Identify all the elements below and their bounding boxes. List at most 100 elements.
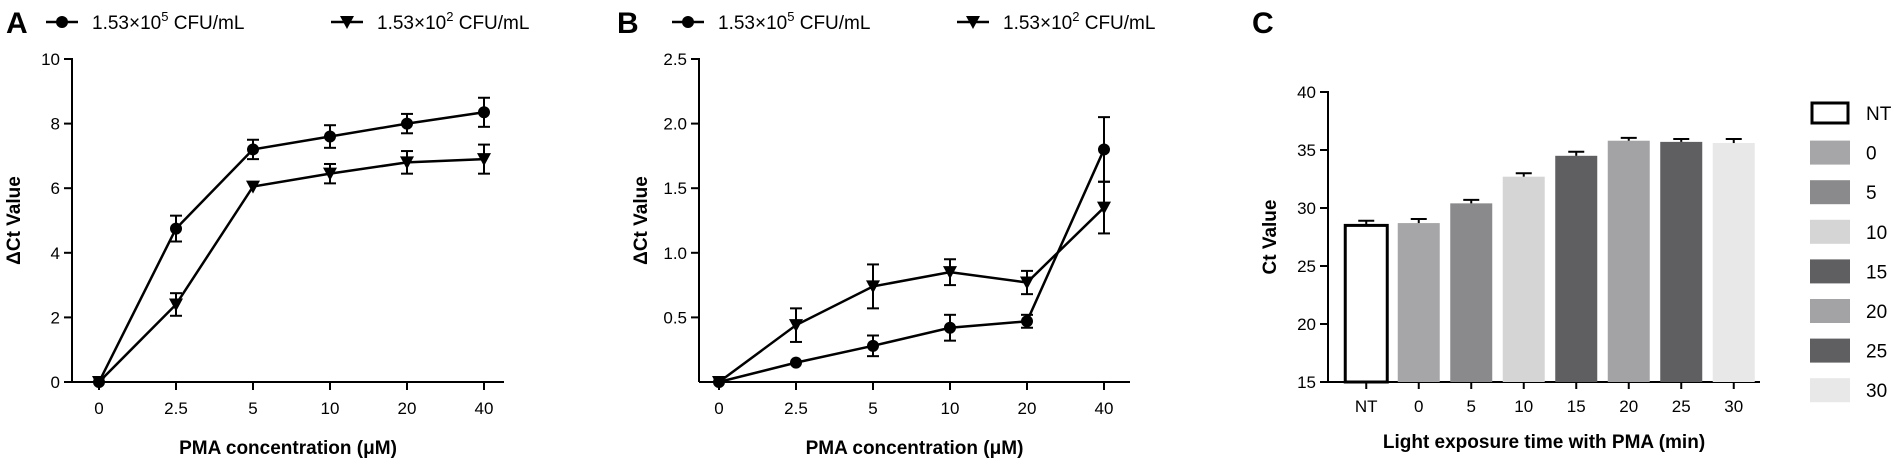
data-point-1-2 (246, 180, 260, 194)
data-point-1-0 (712, 376, 726, 389)
legend-label-0: 1.53×105 CFU/mL (718, 9, 870, 34)
y-tick-label-1: 2 (51, 308, 60, 327)
line-chart-panel-a: 0 2 4 6 8 10 0 2.5 5 10 20 40 PMA concentration (μM)… (4, 9, 529, 459)
data-point-0-1 (170, 222, 182, 235)
x-tick-label-7: 30 (1724, 397, 1743, 416)
bar-15 (1555, 155, 1598, 382)
bar-5 (1450, 203, 1493, 382)
x-axis-title: Light exposure time with PMA (min) (1383, 432, 1705, 453)
legend-marker-0 (56, 16, 68, 28)
y-tick-label-5: 40 (1297, 83, 1316, 102)
legend-label-0: 0 (1866, 144, 1877, 165)
x-tick-label-3: 10 (941, 399, 960, 418)
y-tick-label-4: 2.5 (663, 50, 687, 69)
x-tick-label-5: 40 (475, 399, 494, 418)
bar-10 (1502, 176, 1545, 382)
series-line-1 (718, 206, 1105, 384)
x-tick-label-0: 0 (94, 399, 103, 418)
legend-label-20: 20 (1866, 302, 1887, 323)
x-tick-label-4: 15 (1567, 397, 1586, 416)
data-point-1-1 (789, 319, 803, 333)
data-point-0-2 (867, 339, 879, 352)
data-point-1-0 (92, 376, 106, 389)
x-tick-label-2: 5 (1467, 397, 1476, 416)
y-tick-label-0: 0 (51, 373, 60, 392)
legend-label-25: 25 (1866, 342, 1887, 363)
data-point-1-5 (1097, 201, 1111, 215)
panel-letter-b: B (617, 7, 639, 40)
x-tick-label-1: 2.5 (164, 399, 188, 418)
y-tick-label-2: 4 (51, 244, 60, 263)
y-axis-title: ΔCt Value (4, 176, 25, 265)
y-tick-label-0: 15 (1297, 373, 1316, 392)
data-point-1-5 (477, 153, 491, 167)
legend-label-0: 1.53×105 CFU/mL (92, 9, 244, 34)
legend-marker-1 (340, 16, 354, 29)
legend-swatch-0 (1810, 140, 1850, 165)
data-point-0-1 (790, 356, 802, 369)
legend-swatch-30 (1810, 378, 1850, 403)
data-point-0-2 (247, 143, 259, 156)
legend-label-5: 5 (1866, 183, 1877, 204)
x-axis-title: PMA concentration (μM) (179, 438, 397, 459)
data-point-1-3 (943, 266, 957, 280)
panel-letter-c: C (1252, 7, 1274, 40)
data-point-1-1 (169, 298, 183, 312)
bar-0 (1397, 223, 1440, 382)
y-tick-label-1: 1.0 (663, 244, 687, 263)
legend-label-NT: NT (1866, 104, 1892, 125)
x-tick-label-5: 40 (1095, 399, 1114, 418)
legend-swatch-20 (1810, 299, 1850, 323)
y-tick-label-3: 2.0 (663, 115, 687, 134)
bar-25 (1660, 141, 1703, 382)
bar-chart-panel-c: 15 20 25 30 35 40 NT 0 5 10 15 20 25 30 Light exposure… (1260, 83, 1892, 453)
data-point-0-3 (944, 321, 956, 334)
y-tick-label-4: 8 (51, 115, 60, 134)
bar-20 (1607, 140, 1650, 382)
x-tick-label-3: 10 (321, 399, 340, 418)
y-tick-label-5: 10 (41, 50, 60, 69)
y-axis-title: Ct Value (1260, 200, 1281, 275)
x-tick-label-3: 10 (1514, 397, 1533, 416)
series-line-0 (97, 111, 485, 383)
legend-label-1: 1.53×102 CFU/mL (377, 9, 529, 34)
series-line-0 (718, 148, 1106, 384)
data-point-0-5 (1098, 143, 1110, 156)
x-tick-label-0: 0 (714, 399, 723, 418)
data-point-0-4 (1021, 315, 1033, 328)
y-tick-label-1: 20 (1297, 315, 1316, 334)
y-tick-label-0: 0.5 (663, 308, 687, 327)
data-point-1-2 (866, 280, 880, 294)
x-tick-label-2: 5 (248, 399, 257, 418)
data-point-0-5 (478, 106, 490, 119)
legend-marker-1 (966, 16, 980, 29)
legend-label-15: 15 (1866, 262, 1887, 283)
legend-label-10: 10 (1866, 223, 1887, 244)
legend-label-1: 1.53×102 CFU/mL (1003, 9, 1155, 34)
data-point-1-4 (1020, 276, 1034, 290)
legend-label-30: 30 (1866, 381, 1887, 402)
data-point-1-4 (400, 156, 414, 170)
x-tick-label-1: 2.5 (784, 399, 808, 418)
data-point-0-4 (401, 117, 413, 130)
x-axis-title: PMA concentration (μM) (806, 438, 1024, 459)
legend-swatch-5 (1810, 180, 1850, 205)
y-tick-label-2: 1.5 (663, 179, 687, 198)
x-tick-label-0: NT (1355, 397, 1378, 416)
x-tick-label-6: 25 (1672, 397, 1691, 416)
line-chart-panel-b: 0.5 1.0 1.5 2.0 2.5 0 2.5 5 10 20 40 PMA concentrat… (631, 9, 1155, 459)
bar-30 (1712, 143, 1755, 382)
series-line-1 (98, 157, 485, 383)
legend-swatch-15 (1810, 259, 1850, 284)
x-tick-label-1: 0 (1414, 397, 1423, 416)
panel-letter-a: A (6, 7, 28, 40)
legend-marker-0 (682, 16, 694, 28)
x-tick-label-2: 5 (868, 399, 877, 418)
x-tick-label-4: 20 (1018, 399, 1037, 418)
y-tick-label-4: 35 (1297, 141, 1316, 160)
legend-swatch-25 (1810, 338, 1850, 363)
legend-swatch-NT (1810, 101, 1850, 125)
y-axis-title: ΔCt Value (631, 176, 652, 265)
y-tick-label-2: 25 (1297, 257, 1316, 276)
